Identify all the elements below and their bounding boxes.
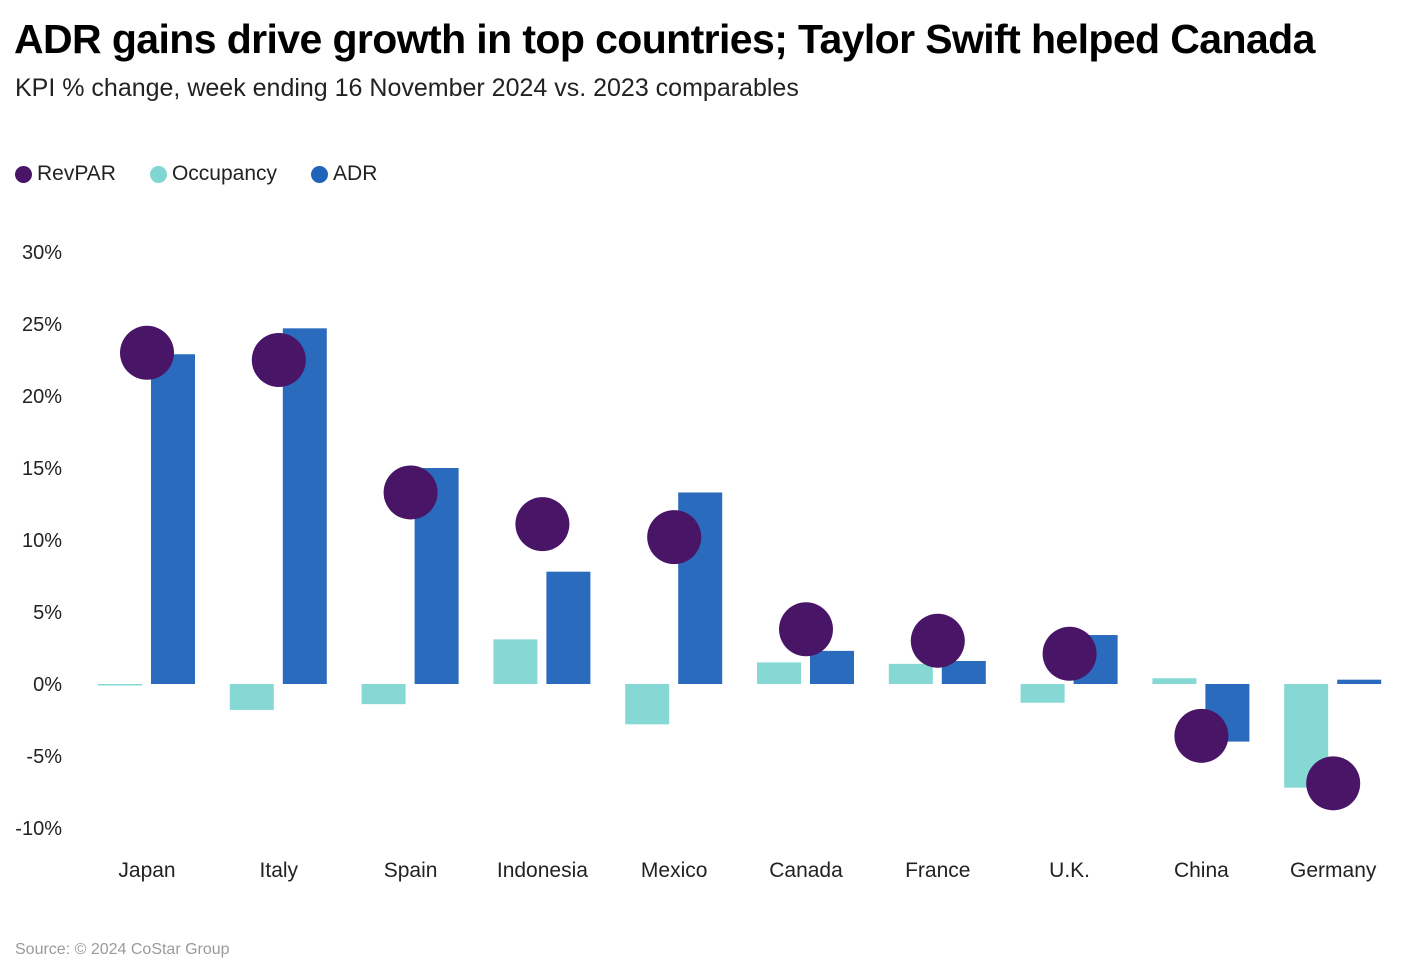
- occupancy-bar: [229, 684, 274, 710]
- revpar-dot: [779, 602, 833, 657]
- y-tick-label: -5%: [26, 746, 62, 768]
- y-tick-label: 0%: [33, 674, 62, 696]
- source-note: Source: © 2024 CoStar Group: [15, 941, 230, 958]
- occupancy-bar: [493, 639, 538, 684]
- occupancy-bar: [888, 663, 933, 684]
- legend-item-revpar: RevPAR: [15, 162, 116, 186]
- x-tick-label: Italy: [260, 859, 299, 882]
- x-tick-label: U.K.: [1049, 859, 1090, 882]
- legend-swatch-adr: [311, 165, 329, 183]
- x-tick-label: France: [905, 859, 970, 882]
- adr-bar: [1337, 679, 1382, 684]
- legend-swatch-occupancy: [149, 165, 167, 183]
- y-tick-label: 10%: [22, 530, 62, 552]
- x-tick-label: Mexico: [641, 859, 708, 882]
- chart-title: ADR gains drive growth in top countries;…: [14, 16, 1315, 62]
- chart-subtitle: KPI % change, week ending 16 November 20…: [15, 74, 799, 102]
- legend-item-occupancy: Occupancy: [149, 162, 278, 186]
- revpar-dot: [383, 465, 438, 520]
- occupancy-bar: [757, 662, 801, 684]
- revpar-dot: [1174, 708, 1229, 763]
- legend-swatch-revpar: [15, 165, 32, 183]
- occupancy-bar: [625, 684, 670, 725]
- x-tick-label: Indonesia: [497, 859, 588, 882]
- adr-bar: [282, 328, 327, 684]
- legend: RevPAR Occupancy ADR: [15, 162, 411, 186]
- x-tick-label: Spain: [384, 859, 438, 882]
- y-tick-label: 5%: [33, 602, 62, 624]
- x-tick-label: Germany: [1290, 859, 1377, 882]
- adr-bar: [546, 571, 591, 684]
- chart-area: 30% 25% 20% 15% 10% 5% 0% -5% -10% Japan Italy Spai…: [15, 242, 1382, 882]
- adr-bar: [810, 650, 854, 684]
- y-tick-label: 15%: [22, 458, 62, 480]
- revpar-dot: [647, 510, 702, 565]
- occupancy-bar: [98, 684, 142, 686]
- y-tick-label: -10%: [15, 818, 62, 840]
- occupancy-bar: [361, 684, 406, 705]
- occupancy-bar: [1020, 684, 1065, 703]
- legend-item-adr: ADR: [311, 162, 377, 186]
- y-tick-label: 30%: [22, 242, 62, 264]
- x-tick-label: China: [1174, 859, 1229, 882]
- revpar-dot: [1306, 756, 1361, 811]
- revpar-dot: [515, 497, 570, 552]
- adr-bar: [151, 354, 195, 684]
- y-tick-label: 25%: [22, 314, 62, 336]
- legend-label-revpar: RevPAR: [37, 162, 116, 185]
- x-tick-label: Japan: [118, 859, 175, 882]
- revpar-dot: [120, 325, 174, 380]
- revpar-dot: [251, 333, 306, 387]
- adr-bar: [941, 660, 986, 684]
- occupancy-bar: [1152, 678, 1197, 684]
- x-tick-label: Canada: [769, 859, 843, 882]
- legend-label-occupancy: Occupancy: [171, 162, 278, 185]
- revpar-dot: [1042, 626, 1097, 681]
- revpar-dot: [910, 613, 965, 668]
- y-tick-label: 20%: [22, 386, 62, 408]
- legend-label-adr: ADR: [333, 162, 378, 185]
